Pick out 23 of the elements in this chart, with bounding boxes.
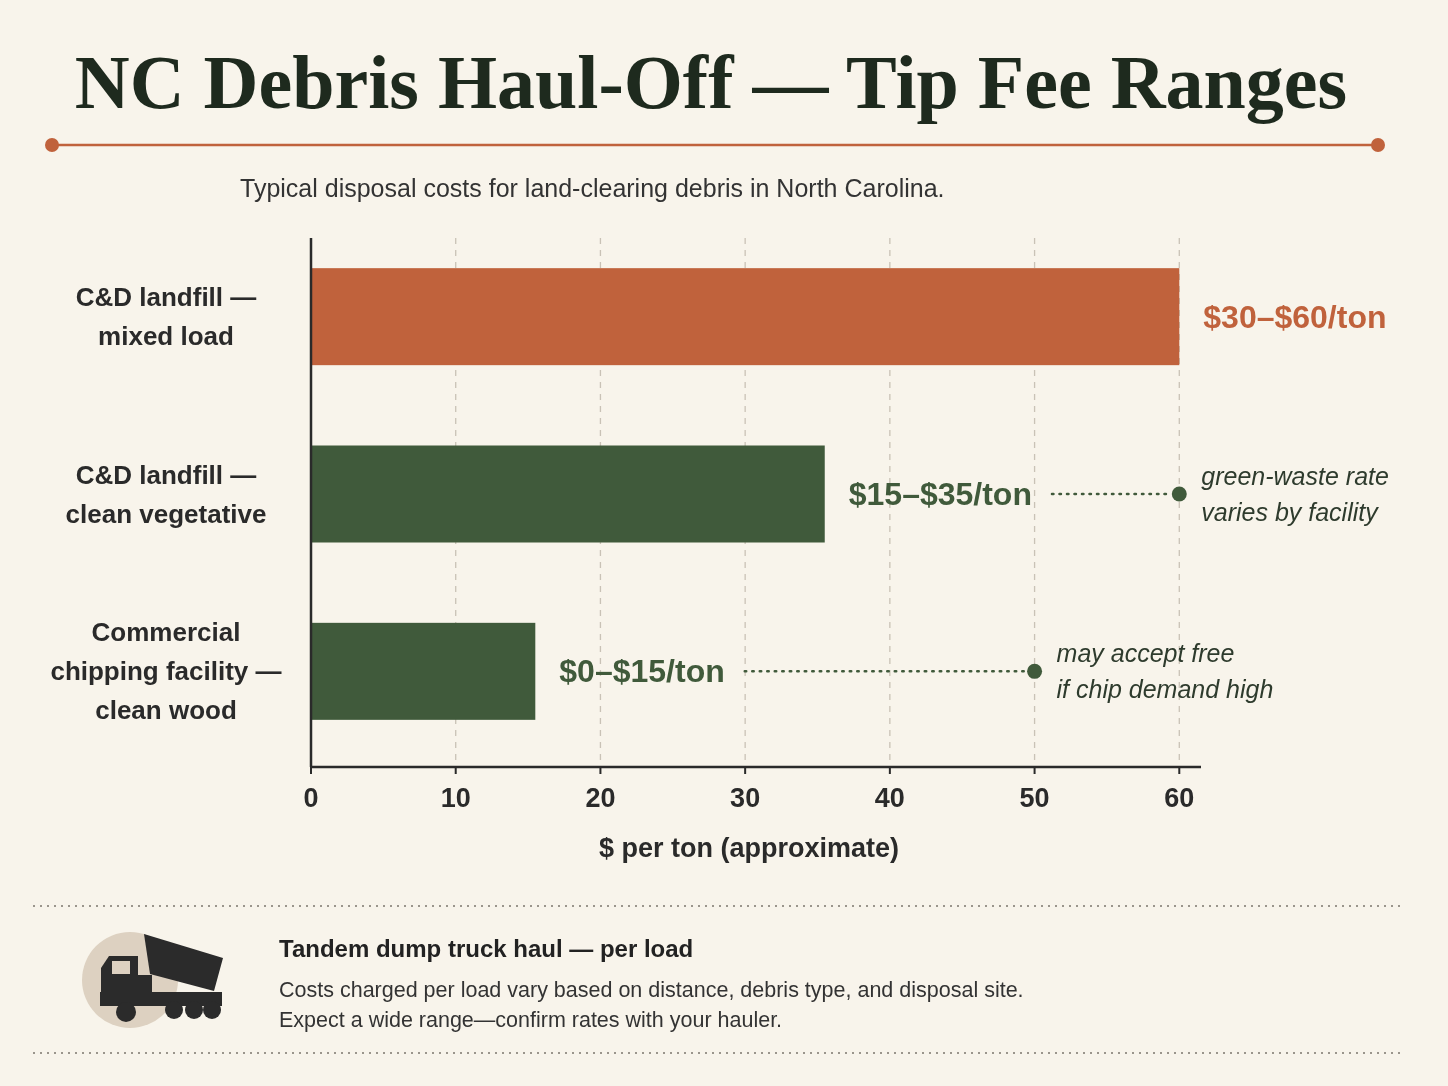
data-label: $30–$60/ton xyxy=(1203,298,1387,335)
bar xyxy=(311,445,825,543)
x-tick-label: 30 xyxy=(730,783,761,813)
annotation: may accept free if chip demand high xyxy=(1056,639,1274,704)
data-label: $0–$15/ton xyxy=(559,653,725,690)
bar xyxy=(311,268,1180,366)
text: Tandem dump truck haul — per load xyxy=(279,935,694,962)
x-tick-label: 40 xyxy=(874,783,905,813)
data-label: $15–$35/ton xyxy=(848,476,1032,512)
annotation: green-waste rate varies by facility xyxy=(1201,462,1389,526)
bar xyxy=(311,622,536,720)
x-tick-label: 50 xyxy=(1019,783,1050,813)
y-tick-label: C&D landfill — mixed load xyxy=(75,282,257,352)
x-tick-label: 10 xyxy=(440,783,471,813)
chart-title: NC Debris Haul-Off — Tip Fee Ranges xyxy=(74,40,1348,124)
x-tick-label: 20 xyxy=(585,783,616,813)
x-axis-title: $ per ton (approximate) xyxy=(598,833,900,863)
x-tick-label: 0 xyxy=(303,783,319,813)
y-tick-label: C&D landfill — clean vegetative xyxy=(65,459,267,529)
chart-subtitle: Typical disposal costs for land-clearing debris in North Carolina. xyxy=(240,174,945,202)
x-tick-label: 60 xyxy=(1164,783,1195,813)
y-tick-label: Commercial chipping facility — clean wood xyxy=(50,617,282,726)
text: Costs charged per load vary based on distance, debris type, and disposal site. Expect a wide range—confirm rates with your hauler. xyxy=(279,978,1024,1032)
